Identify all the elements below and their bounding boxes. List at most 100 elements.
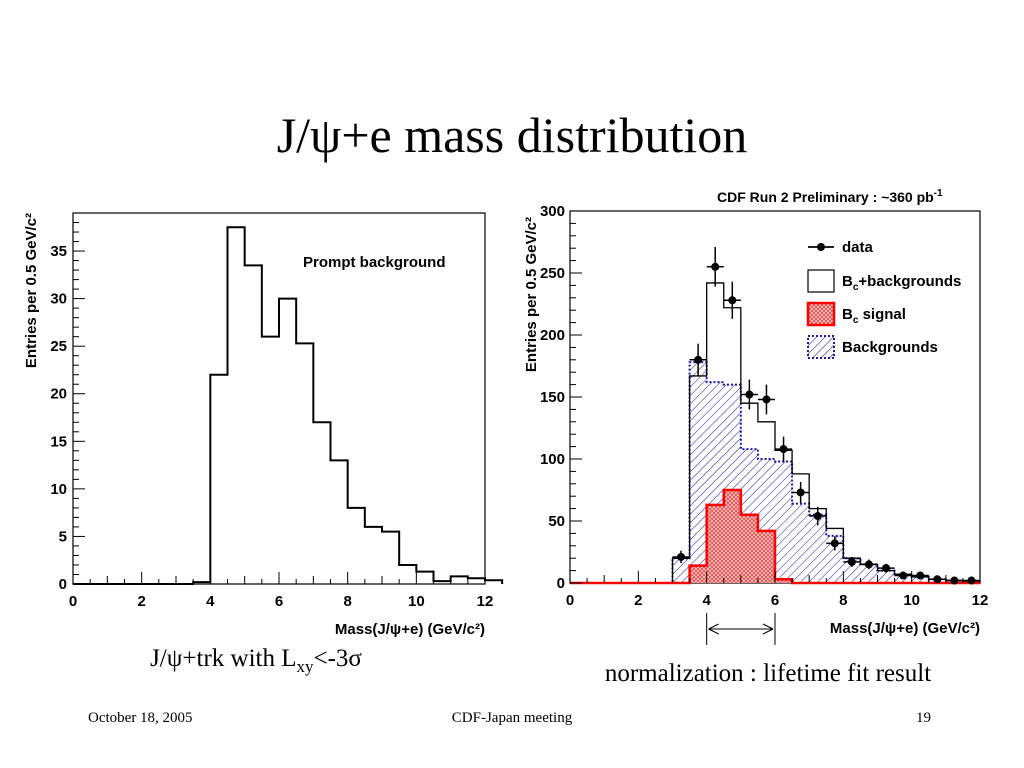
data-point [911, 571, 929, 580]
data-point [775, 436, 793, 462]
backgrounds-fill [570, 362, 980, 583]
data-marker [745, 390, 754, 399]
legend-item-signal: Bc signal [806, 301, 906, 327]
x-tick-label: 2 [137, 593, 145, 610]
data-marker [847, 557, 856, 566]
caption-left: J/ψ+trk with Lxy<-3σ [0, 645, 512, 677]
data-marker [677, 552, 686, 561]
y-tick-label: 25 [50, 338, 67, 355]
legend-item-data: data [808, 239, 874, 256]
y-tick-label: 35 [50, 243, 67, 260]
x-tick-label: 8 [839, 592, 847, 609]
legend-item-total: Bc+backgrounds [807, 269, 961, 293]
legend-label: Bc signal [842, 306, 906, 326]
y-tick-label: 50 [548, 513, 565, 530]
x-tick-label: 6 [275, 593, 283, 610]
y-tick-label: 20 [50, 386, 67, 403]
y-tick-label: 0 [59, 576, 67, 593]
data-marker [762, 395, 771, 404]
y-tick-label: 300 [540, 203, 565, 220]
prompt-background-label: Prompt background [303, 254, 446, 271]
legend-label: data [842, 239, 874, 256]
x-tick-label: 0 [566, 592, 574, 609]
data-marker [779, 445, 788, 454]
data-point [740, 379, 758, 410]
data-point [843, 556, 861, 567]
histogram-line [73, 226, 504, 585]
caption-left-tail: <-3σ [313, 645, 362, 672]
x-tick-label: 10 [903, 592, 920, 609]
legend-backgrounds-swatch [807, 335, 835, 359]
x-tick-label: 12 [477, 593, 494, 610]
data-marker [711, 262, 720, 271]
legend-label-part: B [842, 306, 853, 323]
y-tick-label: 200 [540, 327, 565, 344]
data-point [894, 571, 912, 580]
y-tick-label: 0 [557, 575, 565, 592]
data-point [877, 563, 895, 573]
data-marker [728, 296, 737, 305]
data-marker [694, 355, 703, 364]
x-tick-label: 4 [206, 593, 215, 610]
data-marker [933, 575, 942, 584]
bc-signal-histogram [570, 488, 980, 585]
legend-data-marker [817, 243, 825, 251]
legend-label: Backgrounds [842, 339, 938, 356]
y-tick-label: 15 [50, 433, 67, 450]
bc-plus-backgrounds-histogram [570, 282, 981, 584]
y-tick-label: 100 [540, 451, 565, 468]
footer-date: October 18, 2005 [88, 710, 193, 726]
legend-label-part: c [853, 282, 859, 293]
legend-signal-swatch [806, 301, 836, 327]
x-tick-label: 6 [771, 592, 779, 609]
legend-label-part: Backgrounds [842, 339, 938, 356]
data-marker [967, 576, 976, 585]
data-marker [796, 488, 805, 497]
caption-right: normalization : lifetime fit result [604, 660, 932, 687]
data-marker [882, 564, 891, 573]
data-point [672, 550, 690, 564]
legend-label-part: data [842, 239, 874, 256]
legend-label-part: B [842, 273, 853, 290]
legend-item-backgrounds: Backgrounds [807, 335, 938, 359]
slide-title: J/ψ+e mass distribution [276, 107, 748, 163]
y-axis-label: Entries per 0.5 GeV/c² [23, 213, 40, 368]
legend-total-swatch [807, 269, 835, 293]
data-point [860, 559, 878, 570]
prompt-background-histogram: 0 2 4 6 8 10 12 0 5 10 15 20 25 30 35 Prompt background… [23, 212, 504, 638]
data-point [945, 576, 963, 585]
data-point [792, 481, 810, 504]
y-tick-label: 150 [540, 389, 565, 406]
data-point [689, 343, 707, 376]
y-tick-label: 10 [50, 481, 67, 498]
x-axis-label: Mass(J/ψ+e) (GeV/c²) [830, 620, 980, 637]
data-point [962, 576, 980, 585]
data-point [757, 384, 775, 415]
y-axis-label: Entries per 0.5 GeV/c² [523, 217, 540, 372]
legend-label-part: signal [858, 306, 906, 323]
data-point [826, 536, 844, 551]
y-tick-label: 30 [50, 291, 67, 308]
arrow-head-left [708, 623, 719, 635]
data-marker [899, 571, 908, 580]
caption-left-sub: xy [296, 657, 314, 676]
data-point [809, 506, 827, 526]
legend-label: Bc+backgrounds [842, 273, 961, 293]
chart-title: CDF Run 2 Preliminary : ~360 pb-1 [717, 188, 943, 205]
y-tick-label: 250 [540, 265, 565, 282]
data-marker [864, 560, 873, 569]
data-point [706, 246, 724, 287]
backgrounds-histogram [570, 361, 981, 584]
footer-page-number: 19 [916, 710, 931, 726]
bc-mass-fit-histogram: CDF Run 2 Preliminary : ~360 pb-1 0 2 4 6 8 10… [523, 188, 989, 645]
x-tick-label: 8 [343, 593, 351, 610]
chart-title-main: CDF Run 2 Preliminary : ~360 pb [717, 189, 934, 205]
data-marker [813, 512, 822, 521]
footer-meeting: CDF-Japan meeting [451, 710, 573, 726]
x-tick-label: 12 [972, 592, 989, 609]
chart-title-sup: -1 [934, 188, 943, 199]
data-point [928, 575, 946, 584]
x-axis-label: Mass(J/ψ+e) (GeV/c²) [335, 621, 485, 638]
x-tick-label: 2 [634, 592, 642, 609]
data-marker [916, 571, 925, 580]
